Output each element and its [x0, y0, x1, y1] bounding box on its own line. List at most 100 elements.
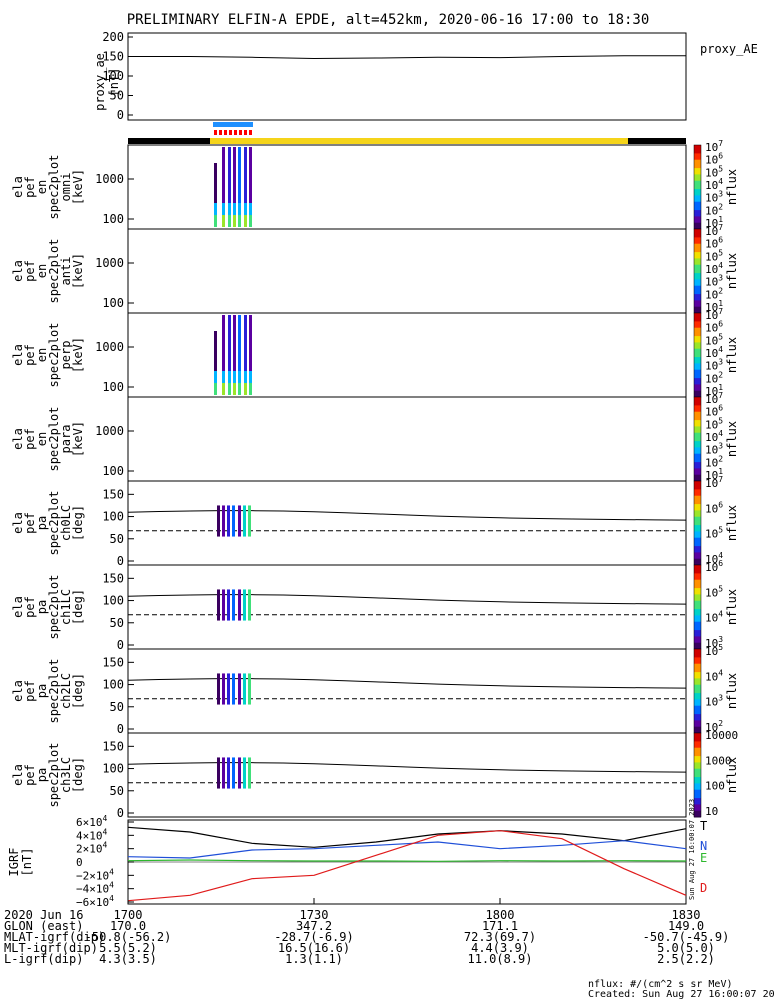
pa-flux-column — [248, 505, 251, 537]
spec-2-cbar-cell — [694, 350, 701, 354]
spec-2-cbar-cell — [694, 359, 701, 362]
spec-2-cbar-tick: 106 — [705, 320, 723, 335]
pa-1-cbar-cell — [694, 609, 701, 612]
spec-0-cbar-cell — [694, 224, 701, 228]
pa-2-cbar-cell — [694, 684, 701, 688]
pa-3-cbar-cell — [694, 802, 701, 805]
spec-0-ylabel-4: omni — [59, 173, 73, 202]
igrf-panel: IGRF [nT] 6×1044×1042×1040−2×104−4×104−6… — [7, 799, 707, 909]
igrf-tick-label: 6×104 — [76, 814, 108, 829]
pa-0-cbar-tick: 107 — [705, 475, 723, 490]
spec-3-cbar-cell — [694, 405, 701, 408]
pa-1-cbar-cell — [694, 602, 701, 606]
ae-tick-label: 150 — [102, 50, 124, 64]
spec-flux-column-base — [233, 383, 236, 395]
spec-2-cbar-cell — [694, 392, 701, 396]
pa-tick-label: 0 — [117, 554, 124, 568]
pa-1-cbar-cell — [694, 628, 701, 631]
spec-0-cbar-cell — [694, 172, 701, 175]
spec-3-cbar-cell — [694, 478, 701, 482]
spec-flux-column — [249, 315, 252, 395]
pa-3-ylabel-3: spec2plot — [47, 742, 61, 807]
spec-flux-column-base — [238, 383, 241, 395]
footer-row-value: 5.0(5.0) — [657, 941, 715, 955]
footer-row-value: 5.5(5.2) — [99, 941, 157, 955]
pa-tick-label: 50 — [110, 700, 124, 714]
pa-3-cbar-cell — [694, 800, 701, 803]
pa-flux-column — [227, 757, 230, 789]
pa-flux-column — [243, 757, 246, 789]
igrf-label-T: T — [700, 819, 707, 833]
spec-1-cbar-cell — [694, 287, 701, 291]
pa-2-ylabel-5: [deg] — [71, 673, 85, 709]
pa-flux-column — [222, 589, 225, 621]
proxy-ae-legend: proxy_AE — [700, 42, 758, 56]
spec-1-cbar-tick: 105 — [705, 248, 723, 263]
pa-1-cbar-cell — [694, 613, 701, 616]
pa-2-cbar-cell — [694, 655, 701, 658]
plot-title: PRELIMINARY ELFIN-A EPDE, alt=452km, 202… — [127, 12, 650, 28]
pa-flux-column — [222, 757, 225, 789]
pa-2-cbar-tick: 103 — [705, 694, 723, 709]
footer-row-value: 11.0(8.9) — [467, 952, 532, 966]
spec-3-cbar-cell — [694, 430, 701, 434]
spec-1-cbar-cell — [694, 231, 701, 234]
pa-3-ylabel-4: ch3LC — [59, 757, 73, 793]
pa-2-cbar-cell — [694, 718, 701, 721]
pa-3-cbar-cell — [694, 737, 701, 740]
footer-row-value: 1700 — [114, 908, 143, 922]
pa-1-cbar-cell — [694, 615, 701, 618]
spec-3-cbar-cell — [694, 472, 701, 476]
spec-2-cbar-cell — [694, 390, 701, 394]
footer-row-value: 1800 — [486, 908, 515, 922]
spec-3-ylabel-0: ela — [11, 428, 25, 450]
pa-1-cbar-cell — [694, 571, 701, 574]
pa-0-cbar-cell — [694, 487, 701, 490]
red-bar-segment — [244, 130, 247, 135]
black-bar-right — [628, 138, 686, 144]
spec-2-cbar-cell — [694, 319, 701, 322]
pa-0-cbar-cell — [694, 525, 701, 528]
pa-2-cbar-cell — [694, 672, 701, 675]
spec-0-cbar-cell — [694, 155, 701, 159]
footer-row-value: 1830 — [672, 908, 701, 922]
pa-2-cbar-cell — [694, 691, 701, 694]
pa-1-cbar-cell — [694, 579, 701, 583]
pa-0-cbar-cell — [694, 485, 701, 488]
pa-1-cbar-tick: 103 — [705, 635, 723, 650]
pa-2-cbar-cell — [694, 707, 701, 711]
pa-0-cbar-cell — [694, 483, 701, 486]
spec-2-ylabel-0: ela — [11, 344, 25, 366]
pa-2-cbar-cell — [694, 688, 701, 692]
spec-1-cbar-cell — [694, 273, 701, 276]
spec-flux-column-low — [244, 203, 247, 215]
spec-flux-column — [214, 331, 217, 395]
spec-0-cbar-cell — [694, 163, 701, 167]
pa-0-cbar-cell — [694, 531, 701, 534]
pa-3-cbar-cell — [694, 793, 701, 797]
spec-3-cbar-tick: 104 — [705, 429, 723, 444]
spec-2-cbar-cell — [694, 386, 701, 390]
spec-3-cbar-cell — [694, 426, 701, 429]
proxy-ae-trace — [128, 55, 686, 59]
pa-0-cbar-cell — [694, 504, 701, 507]
spec-flux-column-low — [238, 203, 241, 215]
pa-1-ylabel-0: ela — [11, 596, 25, 618]
pa-0-cbar-cell — [694, 529, 701, 532]
spec-3-cbar-cell — [694, 403, 701, 406]
spec-3-cbar-cell — [694, 432, 701, 436]
spec-3-cbar-tick: 102 — [705, 454, 723, 469]
pa-0-cbar-label: nflux — [725, 505, 739, 541]
spec-flux-column-low — [238, 371, 241, 383]
footer-row-value: 4.3(3.5) — [99, 952, 157, 966]
pa-1-cbar-cell — [694, 594, 701, 597]
spec-3-cbar-cell — [694, 462, 701, 465]
pa-1-ylabel-4: ch1LC — [59, 589, 73, 625]
pa-3-cbar-cell — [694, 751, 701, 755]
spec-2-cbar-cell — [694, 369, 701, 373]
pa-flux-column — [222, 673, 225, 705]
spec-3-cbar-cell — [694, 422, 701, 425]
pa-panel-frame — [127, 564, 687, 650]
pa-3-cbar-cell — [694, 787, 701, 791]
pa-0-cbar-cell — [694, 518, 701, 522]
